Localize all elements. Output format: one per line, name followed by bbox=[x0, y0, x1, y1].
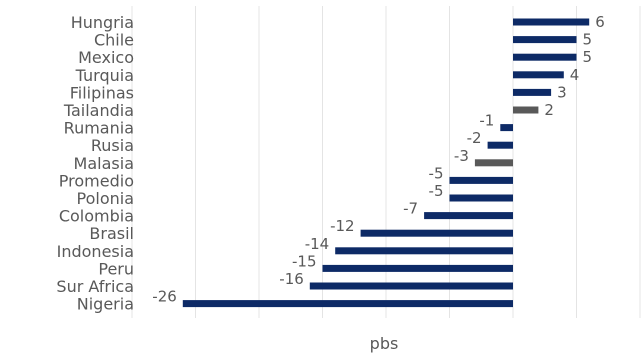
bar-nigeria bbox=[182, 300, 514, 308]
bar-hungria bbox=[513, 18, 590, 26]
x-axis-title: pbs bbox=[370, 334, 399, 353]
category-label: Polonia bbox=[77, 189, 135, 208]
bar-rumania bbox=[500, 124, 513, 132]
category-label: Brasil bbox=[89, 224, 134, 243]
category-label: Malasia bbox=[74, 154, 134, 173]
category-label: Tailandia bbox=[63, 101, 134, 120]
data-label: 5 bbox=[583, 48, 593, 66]
data-label: 4 bbox=[570, 66, 580, 84]
category-label: Nigeria bbox=[77, 295, 134, 314]
data-label: -15 bbox=[292, 252, 317, 270]
bars-group bbox=[182, 18, 590, 308]
category-label: Rumania bbox=[64, 119, 134, 138]
data-label: 3 bbox=[557, 83, 567, 101]
category-label: Filipinas bbox=[70, 83, 134, 102]
bar-polonia bbox=[449, 194, 513, 202]
data-label: 2 bbox=[544, 101, 554, 119]
category-label: Mexico bbox=[78, 48, 134, 67]
category-label: Promedio bbox=[59, 171, 134, 190]
data-label: 5 bbox=[583, 31, 593, 49]
category-label: Indonesia bbox=[57, 242, 134, 261]
data-label: -26 bbox=[152, 288, 177, 306]
category-labels: HungriaChileMexicoTurquiaFilipinasTailan… bbox=[56, 13, 134, 314]
category-label: Chile bbox=[94, 31, 134, 50]
data-label: -3 bbox=[454, 147, 469, 165]
data-label: -2 bbox=[467, 129, 482, 147]
category-label: Sur Africa bbox=[56, 277, 134, 296]
bar-sur-africa bbox=[309, 282, 513, 290]
category-label: Hungria bbox=[71, 13, 134, 32]
data-label: -1 bbox=[479, 112, 494, 130]
category-label: Colombia bbox=[59, 207, 134, 226]
bar-rusia bbox=[487, 141, 513, 149]
bar-brasil bbox=[360, 229, 513, 237]
category-label: Peru bbox=[98, 259, 134, 278]
bar-filipinas bbox=[513, 88, 552, 96]
bar-tailandia bbox=[513, 106, 539, 114]
bar-promedio bbox=[449, 176, 513, 184]
bar-colombia bbox=[424, 212, 513, 220]
category-label: Turquia bbox=[75, 66, 134, 85]
category-label: Rusia bbox=[91, 136, 134, 155]
bar-turquia bbox=[513, 71, 564, 79]
data-label: -12 bbox=[330, 217, 355, 235]
bar-peru bbox=[322, 264, 513, 272]
data-label: -7 bbox=[403, 200, 418, 218]
data-label: -5 bbox=[429, 182, 444, 200]
bar-chile bbox=[513, 36, 577, 44]
data-label: -5 bbox=[429, 164, 444, 182]
data-label: -16 bbox=[279, 270, 304, 288]
bar-indonesia bbox=[335, 247, 513, 255]
bar-mexico bbox=[513, 53, 577, 61]
data-label: 6 bbox=[595, 13, 605, 31]
bar-malasia bbox=[474, 159, 513, 167]
data-label: -14 bbox=[305, 235, 330, 253]
